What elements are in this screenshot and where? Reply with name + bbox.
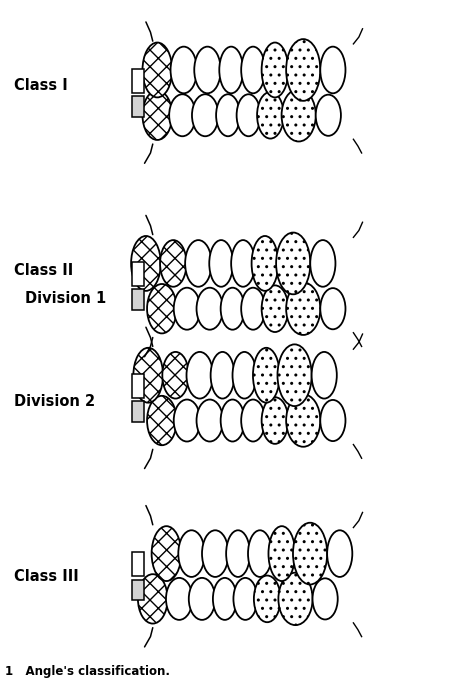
Ellipse shape [312, 578, 337, 619]
Ellipse shape [253, 576, 280, 622]
Ellipse shape [142, 43, 172, 97]
Ellipse shape [133, 348, 162, 403]
Ellipse shape [241, 399, 264, 442]
FancyBboxPatch shape [132, 401, 143, 422]
Ellipse shape [315, 95, 340, 136]
Ellipse shape [257, 92, 283, 139]
Ellipse shape [185, 240, 211, 287]
Ellipse shape [319, 47, 345, 93]
Ellipse shape [173, 399, 200, 442]
Ellipse shape [162, 352, 188, 399]
Ellipse shape [326, 530, 352, 577]
Ellipse shape [226, 530, 249, 577]
Ellipse shape [220, 399, 244, 442]
Ellipse shape [251, 236, 278, 291]
Ellipse shape [236, 94, 260, 137]
Text: Class I: Class I [14, 78, 67, 93]
Ellipse shape [192, 94, 218, 137]
Ellipse shape [151, 526, 181, 581]
Ellipse shape [188, 578, 215, 620]
Text: Division 1: Division 1 [25, 291, 106, 306]
Ellipse shape [261, 43, 288, 97]
Ellipse shape [178, 530, 204, 577]
Ellipse shape [169, 94, 195, 137]
Ellipse shape [309, 240, 335, 287]
Ellipse shape [212, 578, 236, 620]
Ellipse shape [131, 236, 160, 291]
Text: Division 2: Division 2 [14, 394, 95, 409]
Ellipse shape [220, 287, 244, 330]
Ellipse shape [173, 287, 200, 330]
FancyBboxPatch shape [132, 580, 143, 600]
Ellipse shape [166, 578, 192, 620]
Ellipse shape [194, 47, 220, 93]
Ellipse shape [281, 89, 315, 141]
FancyBboxPatch shape [132, 96, 143, 117]
Ellipse shape [311, 352, 336, 399]
Ellipse shape [170, 47, 197, 93]
Ellipse shape [253, 348, 279, 403]
Ellipse shape [286, 39, 319, 101]
Ellipse shape [319, 288, 345, 329]
Ellipse shape [292, 523, 327, 584]
Ellipse shape [160, 240, 186, 287]
Ellipse shape [210, 352, 234, 399]
FancyBboxPatch shape [132, 374, 143, 398]
Ellipse shape [219, 47, 243, 93]
Ellipse shape [248, 530, 271, 577]
Ellipse shape [232, 352, 256, 399]
Ellipse shape [142, 91, 172, 140]
Ellipse shape [216, 94, 239, 137]
Ellipse shape [241, 47, 264, 93]
FancyBboxPatch shape [132, 262, 143, 286]
Ellipse shape [278, 573, 312, 625]
Ellipse shape [286, 394, 319, 447]
Ellipse shape [268, 526, 294, 581]
Ellipse shape [186, 352, 212, 399]
Ellipse shape [147, 396, 176, 445]
Ellipse shape [196, 399, 222, 442]
Ellipse shape [196, 287, 222, 330]
Ellipse shape [137, 574, 167, 624]
Ellipse shape [275, 233, 310, 294]
Text: Class II: Class II [14, 263, 73, 279]
Text: Class III: Class III [14, 569, 78, 584]
Ellipse shape [147, 284, 176, 333]
Ellipse shape [202, 530, 228, 577]
Ellipse shape [261, 397, 288, 444]
FancyBboxPatch shape [132, 552, 143, 576]
Ellipse shape [233, 578, 257, 620]
Text: 1   Angle's classification.: 1 Angle's classification. [5, 665, 169, 678]
Ellipse shape [277, 344, 311, 406]
FancyBboxPatch shape [132, 69, 143, 93]
Ellipse shape [209, 240, 233, 287]
FancyBboxPatch shape [132, 289, 143, 310]
Ellipse shape [286, 283, 319, 335]
Ellipse shape [261, 285, 288, 332]
Ellipse shape [241, 287, 264, 330]
Ellipse shape [319, 400, 345, 441]
Ellipse shape [231, 240, 254, 287]
